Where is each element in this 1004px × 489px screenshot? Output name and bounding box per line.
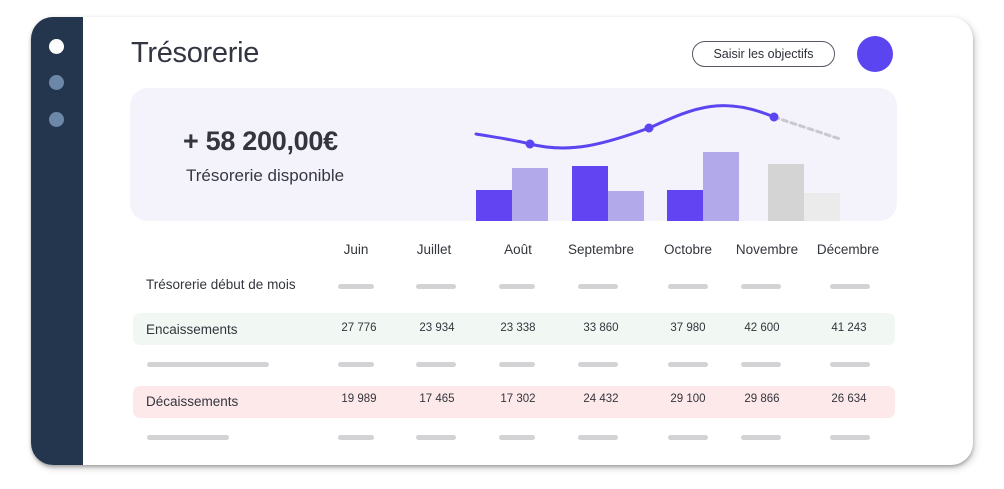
bar-3 [572, 166, 608, 221]
expense-value: 29 866 [744, 393, 780, 405]
placeholder-value [416, 362, 456, 367]
month-header: Octobre [663, 242, 713, 257]
sidebar [31, 17, 83, 465]
income-value: 23 934 [419, 322, 455, 334]
placeholder-value [416, 284, 456, 289]
month-header: Juin [343, 242, 369, 257]
income-value: 41 243 [831, 322, 867, 334]
trend-point-2 [644, 123, 654, 133]
placeholder-value [578, 362, 618, 367]
placeholder-value [830, 284, 870, 289]
placeholder-label [147, 435, 229, 440]
set-objectives-button[interactable]: Saisir les objectifs [692, 41, 835, 67]
trend-line [474, 104, 776, 150]
cash-trend-chart [474, 104, 842, 221]
placeholder-value [668, 284, 708, 289]
income-row [133, 313, 895, 345]
bar-4 [608, 191, 644, 221]
avatar[interactable] [857, 36, 893, 72]
placeholder-value [499, 362, 535, 367]
summary-panel: + 58 200,00€ Trésorerie disponible [130, 88, 897, 221]
bar-8 [804, 193, 840, 221]
income-value: 27 776 [341, 322, 377, 334]
sidebar-nav-dot[interactable] [49, 75, 64, 90]
placeholder-value [668, 435, 708, 440]
bar-2 [512, 168, 548, 221]
placeholder-value [830, 362, 870, 367]
page-title: Trésorerie [131, 37, 260, 69]
placeholder-value [578, 435, 618, 440]
bar-6 [703, 152, 739, 221]
month-header: Juillet [416, 242, 452, 257]
available-cash-amount: + 58 200,00€ [183, 126, 338, 156]
expense-row [133, 386, 895, 418]
placeholder-value [338, 435, 374, 440]
row-label-opening-balance: Trésorerie début de mois [146, 277, 296, 292]
trend-point-1 [525, 139, 535, 149]
placeholder-value [499, 284, 535, 289]
trend-line-forecast [772, 115, 842, 141]
income-value: 42 600 [744, 322, 780, 334]
placeholder-value [578, 284, 618, 289]
expense-value: 29 100 [670, 393, 706, 405]
placeholder-value [668, 362, 708, 367]
expense-value: 26 634 [831, 393, 867, 405]
placeholder-value [416, 435, 456, 440]
income-value: 33 860 [583, 322, 619, 334]
sidebar-nav-dot[interactable] [49, 112, 64, 127]
placeholder-value [741, 284, 781, 289]
treasury-card: Trésorerie Saisir les objectifs + 58 200… [31, 17, 973, 465]
income-value: 23 338 [500, 322, 536, 334]
month-header: Septembre [567, 242, 635, 257]
expense-value: 19 989 [341, 393, 377, 405]
month-header: Août [504, 242, 532, 257]
trend-point-3 [769, 112, 779, 122]
placeholder-value [741, 362, 781, 367]
placeholder-value [338, 284, 374, 289]
placeholder-value [741, 435, 781, 440]
month-header: Décembre [816, 242, 880, 257]
expense-value: 17 302 [500, 393, 536, 405]
row-label-expenses: Décaissements [146, 394, 239, 409]
placeholder-label [147, 362, 269, 367]
bar-7 [768, 164, 804, 221]
sidebar-nav-dot-active[interactable] [49, 39, 64, 54]
row-label-income: Encaissements [146, 322, 238, 337]
available-cash-label: Trésorerie disponible [186, 166, 345, 185]
placeholder-value [338, 362, 374, 367]
expense-value: 17 465 [419, 393, 455, 405]
placeholder-value [830, 435, 870, 440]
bar-1 [476, 190, 512, 221]
month-header: Novembre [735, 242, 799, 257]
expense-value: 24 432 [583, 393, 619, 405]
income-value: 37 980 [670, 322, 706, 334]
bar-5 [667, 190, 703, 221]
placeholder-value [499, 435, 535, 440]
